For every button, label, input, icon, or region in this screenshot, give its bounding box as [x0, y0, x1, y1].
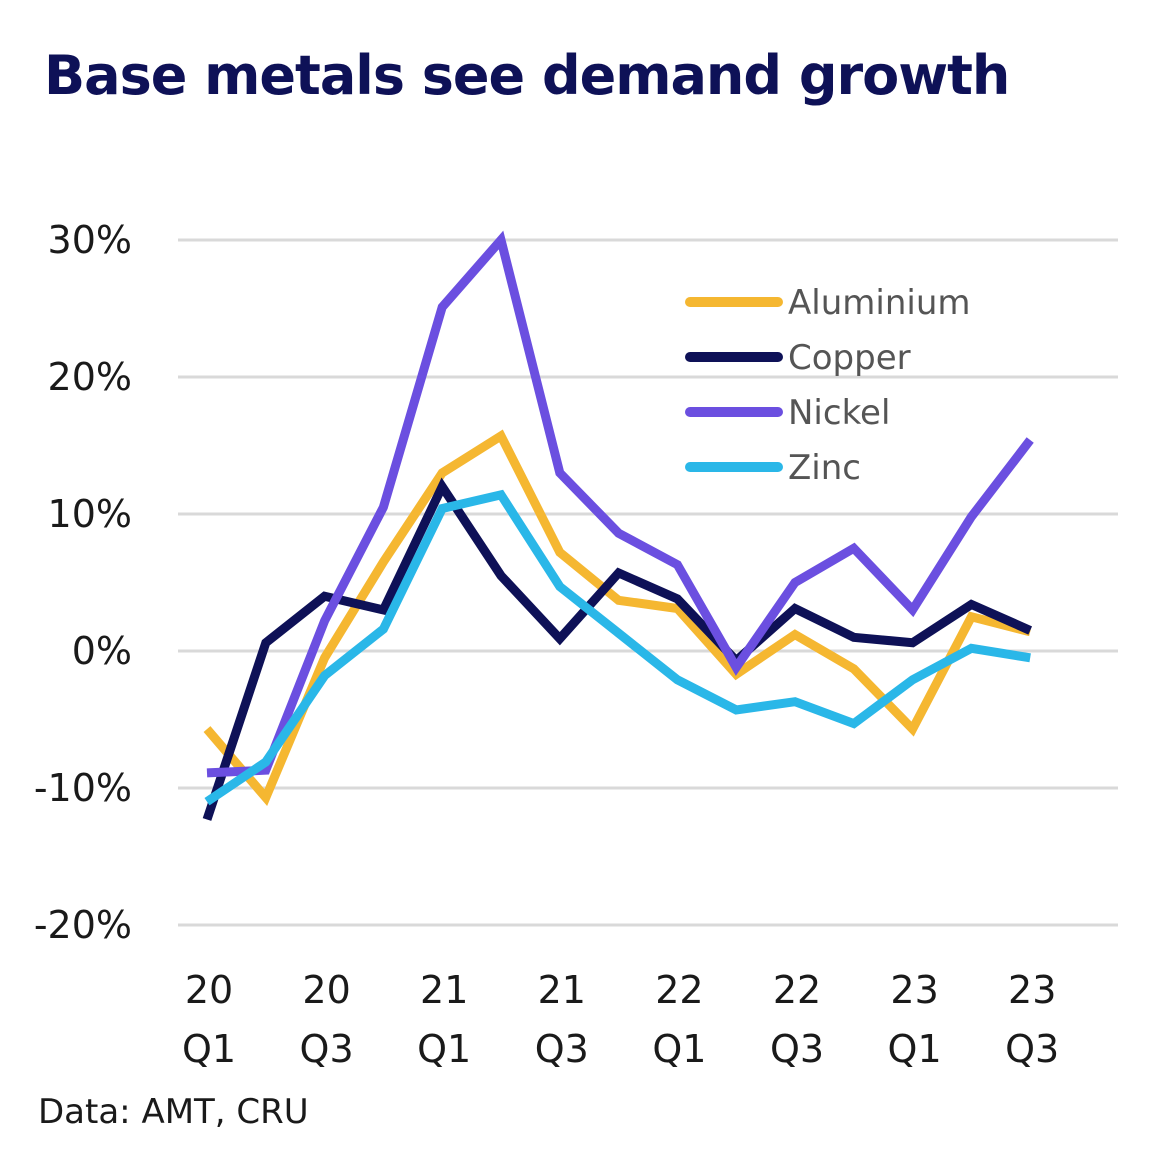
x-tick-label-quarter: Q1	[417, 1027, 471, 1071]
x-tick-label-quarter: Q3	[300, 1027, 354, 1071]
x-tick-label-quarter: Q1	[652, 1027, 706, 1071]
x-axis-ticks: 20 Q1 20 Q3 21 Q1 21 Q3 22 Q1 22 Q3 23 Q1 23 Q3	[182, 968, 1059, 1071]
x-tick-label-quarter: Q1	[182, 1027, 236, 1071]
series-lines	[202, 230, 1034, 821]
y-tick-label: 10%	[48, 492, 132, 536]
x-tick-label-year: 20	[302, 968, 350, 1012]
y-tick-label: -10%	[34, 766, 132, 810]
legend: Aluminium Copper Nickel Zinc	[685, 283, 970, 488]
y-tick-label: -20%	[34, 903, 132, 947]
legend-label-zinc: Zinc	[788, 448, 861, 488]
x-tick-label-year: 21	[420, 968, 468, 1012]
source-note: Data: AMT, CRU	[38, 1092, 309, 1132]
x-tick-label-quarter: Q3	[770, 1027, 824, 1071]
y-tick-label: 20%	[48, 355, 132, 399]
x-tick-label-year: 21	[538, 968, 586, 1012]
legend-label-aluminium: Aluminium	[788, 283, 970, 323]
chart-title: Base metals see demand growth	[44, 44, 1010, 107]
y-axis-ticks: 30% 20% 10% 0% -10% -20%	[34, 218, 132, 947]
x-tick-label-year: 22	[773, 968, 821, 1012]
y-tick-label: 0%	[72, 629, 132, 673]
x-tick-label-year: 23	[890, 968, 938, 1012]
x-tick-label-year: 23	[1008, 968, 1056, 1012]
x-tick-label-year: 20	[185, 968, 233, 1012]
x-tick-label-quarter: Q3	[535, 1027, 589, 1071]
x-tick-label-year: 22	[655, 968, 703, 1012]
legend-label-copper: Copper	[788, 338, 911, 378]
legend-label-nickel: Nickel	[788, 393, 890, 433]
y-tick-label: 30%	[48, 218, 132, 262]
x-tick-label-quarter: Q1	[888, 1027, 942, 1071]
x-tick-label-quarter: Q3	[1005, 1027, 1059, 1071]
